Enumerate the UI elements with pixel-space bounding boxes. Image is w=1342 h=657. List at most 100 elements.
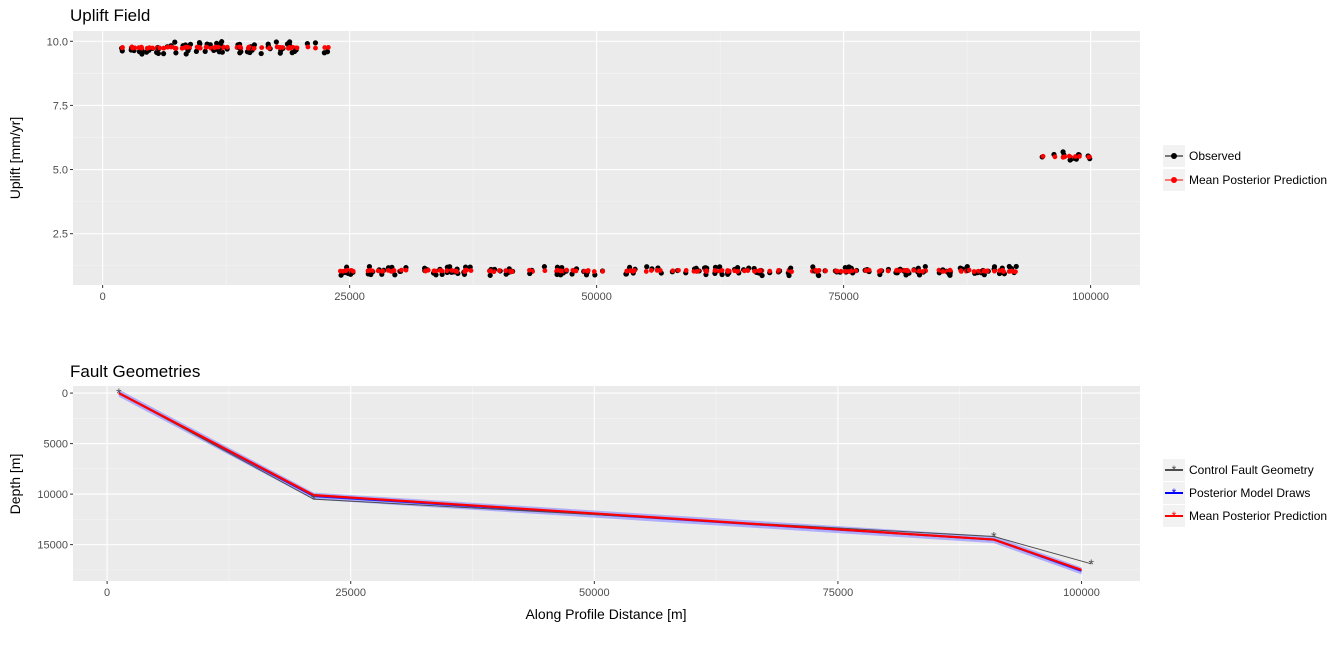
legend-observed-label: Observed [1189, 149, 1241, 163]
fault-marks: * * * * [116, 385, 1095, 575]
prediction-point [1006, 269, 1012, 274]
observed-point [734, 264, 741, 271]
legend-mean-label: Mean Posterior Prediction [1189, 509, 1327, 523]
observed-point [321, 50, 327, 56]
prediction-point [1066, 153, 1072, 159]
fault-title: Fault Geometries [70, 362, 200, 381]
prediction-point [468, 268, 474, 273]
prediction-point [676, 267, 681, 273]
prediction-point [984, 268, 990, 274]
observed-point [273, 39, 279, 45]
prediction-point [814, 268, 820, 274]
observed-point [810, 264, 816, 270]
observed-point [1067, 157, 1073, 163]
prediction-point [632, 268, 637, 273]
prediction-point [1052, 154, 1058, 160]
prediction-point [958, 268, 964, 274]
prediction-point [367, 268, 373, 273]
y-tick-label: 5000 [44, 439, 68, 451]
prediction-point [712, 268, 718, 273]
observed-point [644, 264, 650, 270]
prediction-point [139, 44, 144, 50]
uplift-y-axis-label: Uplift [mm/yr] [7, 117, 23, 199]
prediction-point [287, 44, 292, 50]
observed-point [143, 49, 150, 55]
prediction-point [657, 268, 663, 273]
x-tick-label: 0 [104, 587, 110, 599]
mean-prediction-line [118, 392, 1082, 571]
y-tick-label: 10.0 [47, 36, 68, 48]
legend-draws-label: Posterior Model Draws [1189, 486, 1310, 500]
prediction-point [600, 268, 606, 274]
uplift-plot-background [73, 31, 1140, 285]
x-tick-label: 100000 [1063, 587, 1100, 599]
prediction-point [439, 268, 445, 274]
prediction-point [894, 268, 899, 273]
prediction-point [643, 269, 649, 274]
x-tick-label: 75000 [828, 291, 859, 303]
prediction-point [742, 268, 747, 274]
prediction-point [584, 268, 590, 274]
observed-point [717, 264, 723, 270]
prediction-point [527, 267, 532, 273]
y-tick-label: 5.0 [53, 165, 68, 177]
prediction-point [343, 268, 349, 274]
prediction-point [767, 268, 773, 274]
observed-point [277, 50, 283, 56]
prediction-point [573, 268, 579, 274]
x-tick-label: 25000 [335, 587, 366, 599]
prediction-point [503, 268, 509, 274]
x-tick-label: 100000 [1072, 291, 1109, 303]
prediction-point [1000, 267, 1006, 273]
prediction-point [144, 45, 150, 51]
prediction-point [379, 268, 385, 274]
fault-legend: * Control Fault Geometry * Posterior Mod… [1163, 459, 1327, 527]
prediction-point [509, 269, 515, 274]
prediction-point [897, 268, 903, 274]
prediction-point [325, 45, 331, 50]
fault-y-axis-label: Depth [m] [7, 454, 23, 515]
prediction-point [981, 268, 987, 274]
observed-point [237, 50, 243, 56]
legend-prediction-label: Mean Posterior Prediction [1189, 173, 1327, 187]
uplift-legend: Observed Mean Posterior Prediction [1163, 145, 1327, 191]
x-tick-label: 50000 [579, 587, 610, 599]
prediction-point [391, 268, 397, 273]
prediction-point [905, 268, 911, 274]
prediction-point [966, 267, 972, 273]
prediction-point [449, 268, 455, 273]
observed-point [366, 263, 373, 270]
prediction-point [130, 45, 135, 51]
fault-panel: Fault Geometries **** 0 25000 50000 75000 10… [7, 362, 1140, 622]
observed-point [1013, 263, 1019, 270]
prediction-point [215, 44, 221, 50]
observed-point [487, 272, 493, 278]
x-tick-label: 0 [100, 291, 106, 303]
prediction-point [1086, 154, 1092, 160]
prediction-point [670, 268, 676, 274]
fault-x-axis-label: Along Profile Distance [m] [525, 606, 686, 622]
observed-point [558, 272, 564, 278]
prediction-point [224, 44, 230, 50]
observed-point [541, 264, 548, 270]
y-tick-label: 0 [62, 388, 68, 400]
prediction-point [591, 269, 597, 274]
prediction-point [683, 268, 689, 273]
observed-point [173, 50, 179, 56]
prediction-point [542, 268, 548, 274]
observed-point [312, 40, 319, 46]
prediction-point [305, 44, 311, 50]
observed-point [719, 271, 725, 278]
uplift-title: Uplift Field [70, 6, 150, 25]
observed-point [916, 272, 923, 278]
prediction-point [846, 269, 852, 274]
prediction-point [704, 268, 709, 274]
prediction-point [789, 269, 795, 275]
prediction-point [1077, 153, 1082, 159]
observed-point [219, 49, 225, 55]
prediction-point [403, 267, 409, 273]
prediction-point [277, 44, 283, 50]
prediction-point [259, 45, 265, 51]
prediction-point [238, 44, 243, 50]
observed-point [258, 50, 264, 57]
